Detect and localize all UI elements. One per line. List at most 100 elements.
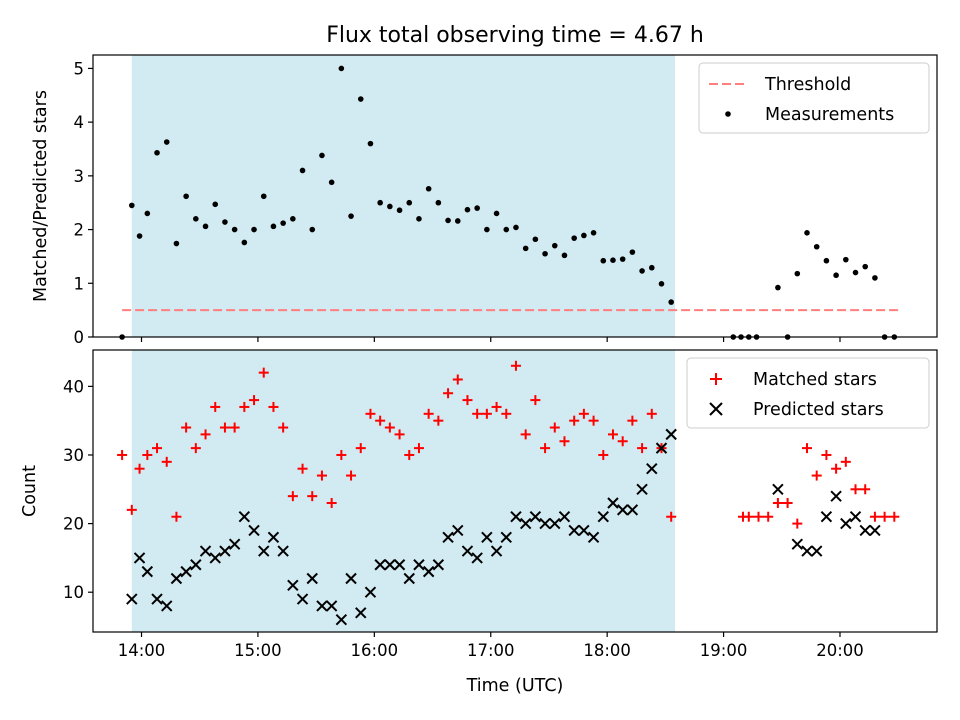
predicted-stars-marker-b	[170, 572, 183, 585]
predicted-stars-marker-b	[277, 545, 289, 557]
predicted-stars-point	[636, 483, 648, 495]
predicted-stars-marker-b	[126, 593, 138, 605]
predicted-stars-point	[810, 545, 823, 557]
matched-stars-point	[520, 429, 531, 440]
measurement-point	[629, 249, 636, 255]
y-axis-label: Count	[20, 465, 40, 517]
predicted-stars-point	[549, 517, 561, 530]
predicted-stars-point	[335, 613, 348, 626]
matched-stars-point	[850, 484, 861, 495]
matched-stars-point	[743, 511, 754, 522]
measurement-point	[193, 216, 199, 222]
predicted-stars-marker-b	[869, 524, 881, 537]
measurement-point	[328, 179, 335, 186]
legend-label: Measurements	[765, 105, 894, 125]
measurement-point	[571, 235, 577, 241]
measurement-point	[136, 233, 143, 239]
y-tick-label: 0	[74, 328, 85, 347]
matched-stars-point	[365, 408, 376, 419]
predicted-stars-marker-b	[432, 559, 445, 571]
measurement-point	[183, 193, 189, 200]
measurement-point	[474, 205, 480, 211]
matched-stars-point	[860, 484, 871, 495]
predicted-stars-marker-b	[461, 545, 474, 557]
predicted-stars-point	[151, 593, 163, 605]
predicted-stars-point	[384, 559, 396, 571]
measurement-point	[338, 65, 345, 72]
measurement-point	[222, 219, 228, 225]
predicted-stars-marker-b	[519, 517, 532, 530]
predicted-stars-point	[219, 545, 231, 557]
matched-stars-point	[588, 415, 599, 426]
predicted-stars-marker-b	[607, 497, 619, 509]
matched-stars-point	[336, 449, 347, 460]
predicted-stars-marker-b	[296, 593, 309, 605]
predicted-stars-point	[539, 517, 551, 530]
predicted-stars-point	[141, 565, 154, 578]
predicted-stars-marker-b	[364, 586, 377, 598]
observing-span	[131, 55, 676, 337]
observing-span	[131, 350, 676, 632]
measurement-point	[532, 236, 539, 243]
measurement-point	[590, 229, 597, 236]
predicted-stars-marker-b	[655, 442, 668, 454]
predicted-stars-point	[869, 524, 881, 537]
measurement-point	[435, 199, 442, 206]
predicted-stars-point	[820, 511, 833, 523]
matched-stars-point	[394, 429, 405, 440]
predicted-stars-marker-b	[500, 531, 512, 544]
predicted-stars-marker-b	[374, 559, 386, 571]
measurement-point	[270, 223, 277, 230]
legend: Matched stars Predicted stars	[686, 357, 930, 429]
matched-stars-point	[229, 422, 240, 433]
predicted-stars-marker-b	[636, 483, 648, 495]
matched-stars-point	[530, 395, 541, 406]
predicted-stars-point	[830, 490, 842, 502]
y-tick-label: 40	[63, 377, 84, 396]
measurement-point	[280, 220, 286, 226]
predicted-stars-point	[655, 442, 668, 454]
measurement-point	[425, 185, 432, 192]
x-tick-label: 19:00	[700, 641, 748, 660]
matched-stars-point	[384, 422, 395, 433]
predicted-stars-point	[791, 538, 804, 550]
predicted-stars-point	[199, 545, 212, 557]
predicted-stars-point	[364, 586, 377, 598]
matched-stars-point	[161, 456, 172, 467]
predicted-stars-point	[422, 565, 435, 578]
figure-title: Flux total observing time = 4.67 h	[326, 23, 704, 48]
predicted-stars-marker-b	[219, 545, 231, 557]
matched-stars-point	[598, 449, 609, 460]
matched-stars-point	[821, 449, 832, 460]
predicted-stars-marker-b	[587, 531, 600, 544]
measurement-point	[154, 149, 160, 156]
measurement-point	[561, 252, 568, 259]
matched-stars-point	[258, 367, 269, 378]
predicted-stars-marker-b	[355, 607, 367, 619]
matched-stars-point	[443, 388, 454, 399]
matched-stars-point	[268, 401, 279, 412]
measurement-point	[387, 203, 393, 210]
matched-stars-point	[423, 408, 434, 419]
measurement-point	[416, 216, 422, 222]
predicted-stars-point	[490, 545, 503, 557]
predicted-stars-point	[481, 531, 493, 544]
matched-stars-point	[200, 429, 211, 440]
predicted-stars-marker-b	[287, 579, 299, 592]
legend-box	[698, 62, 930, 134]
matched-stars-point	[646, 408, 657, 419]
measurement-point	[600, 257, 607, 264]
matched-stars-point	[501, 408, 512, 419]
axes-frame	[92, 54, 938, 338]
legend: Threshold Measurements	[698, 62, 930, 134]
predicted-stars-point	[126, 593, 138, 605]
matched-stars-point	[452, 374, 463, 385]
matched-stars-point	[181, 422, 192, 433]
measurement-point	[406, 199, 413, 206]
predicted-stars-marker-b	[190, 559, 202, 571]
predicted-stars-marker-b	[248, 524, 260, 537]
matched-stars-point	[152, 443, 163, 454]
measurement-point	[852, 269, 859, 276]
measurement-point	[241, 239, 248, 246]
matched-stars-point	[549, 422, 560, 433]
